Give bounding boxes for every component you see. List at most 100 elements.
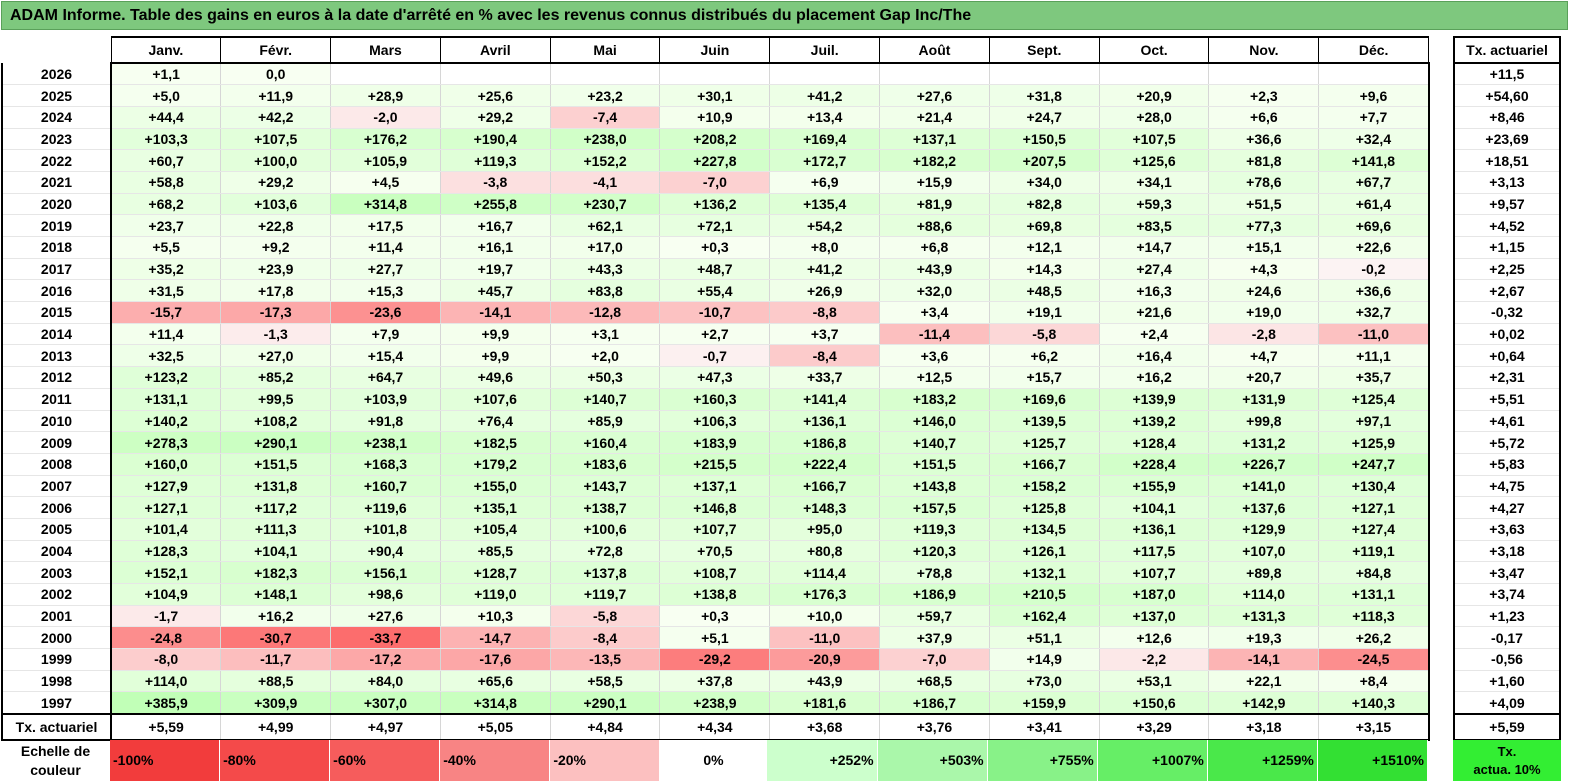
year-label: 2015 — [1, 301, 112, 324]
tx-actuariel-cell: +4,52 — [1453, 214, 1561, 237]
gain-cell: +43,3 — [549, 258, 661, 281]
gain-cell: +125,8 — [988, 496, 1100, 519]
gain-cell: +69,6 — [1318, 214, 1430, 237]
year-label: 2001 — [1, 605, 112, 628]
year-row: 2006 +127,1 +117,2 +119,6 +135,1 +138,7 +146,8… — [1, 496, 1430, 519]
gain-cell: +29,2 — [220, 171, 332, 194]
gain-cell: +107,7 — [659, 518, 771, 541]
gain-cell: +107,7 — [1098, 561, 1210, 584]
gain-cell: +19,7 — [439, 258, 551, 281]
gain-cell: +141,4 — [769, 388, 881, 411]
gain-cell: +59,3 — [1098, 193, 1210, 216]
gain-cell: +152,2 — [549, 149, 661, 172]
year-row: 2024 +44,4 +42,2 -2,0 +29,2 -7,4 +10,9 +13,4 +21… — [1, 106, 1430, 129]
gain-cell: +140,3 — [1318, 691, 1430, 715]
tx-actuariel-cell: +4,09 — [1453, 691, 1561, 715]
year-label: 2000 — [1, 626, 112, 650]
tx-actuariel-month-cell: +3,76 — [879, 712, 990, 741]
gain-cell: +20,9 — [1098, 84, 1210, 107]
gain-cell: +22,6 — [1318, 236, 1430, 259]
gain-cell: +157,5 — [879, 496, 990, 519]
color-scale-stop: 0% — [660, 740, 768, 781]
gain-cell: +27,0 — [220, 344, 332, 368]
gain-cell: +11,1 — [1318, 344, 1430, 368]
gain-cell: +15,9 — [879, 171, 990, 194]
year-label: 2009 — [1, 431, 112, 454]
gain-cell: -24,8 — [110, 626, 222, 650]
gain-cell: +36,6 — [1318, 279, 1430, 303]
gain-cell: -24,5 — [1318, 648, 1430, 671]
gain-cell: +309,9 — [220, 691, 332, 715]
gain-cell: +139,9 — [1098, 388, 1210, 411]
gain-cell: +182,2 — [879, 149, 990, 172]
gain-cell: +135,1 — [439, 496, 551, 519]
gain-cell: +32,7 — [1318, 301, 1430, 324]
gain-cell: +27,4 — [1098, 258, 1210, 281]
gain-cell: -8,4 — [549, 626, 661, 650]
gain-cell: +35,7 — [1318, 366, 1430, 389]
gain-cell: +100,0 — [220, 149, 332, 172]
gain-cell: +238,9 — [659, 691, 771, 715]
gain-cell: +34,1 — [1098, 171, 1210, 194]
year-row: 2022 +60,7 +100,0 +105,9 +119,3 +152,2 +227,8 +… — [1, 149, 1430, 172]
gain-cell: +166,7 — [988, 453, 1100, 476]
gain-cell: -23,6 — [330, 301, 441, 324]
gain-cell: +4,3 — [1208, 258, 1320, 281]
gain-cell: -1,3 — [220, 323, 332, 346]
gain-cell: +158,2 — [988, 475, 1100, 498]
year-label: 1997 — [1, 691, 112, 715]
gain-cell: +314,8 — [330, 193, 441, 216]
gain-cell: -11,4 — [879, 323, 990, 346]
year-row: 2016 +31,5 +17,8 +15,3 +45,7 +83,8 +55,4 +26,9 +… — [1, 279, 1430, 303]
gain-cell: +132,1 — [988, 561, 1100, 584]
gain-cell: +105,4 — [439, 518, 551, 541]
color-scale-label: Echelle de couleur — [1, 740, 110, 781]
color-scale-stop: +1007% — [1097, 740, 1208, 781]
gain-cell: +10,9 — [659, 106, 771, 129]
gain-cell: +45,7 — [439, 279, 551, 303]
gain-cell: +72,8 — [549, 540, 661, 563]
gain-cell — [549, 63, 661, 86]
gain-cell: +13,4 — [769, 106, 881, 129]
gain-cell: +54,2 — [769, 214, 881, 237]
gain-cell: +0,3 — [659, 236, 771, 259]
year-label: 1998 — [1, 670, 112, 693]
tx-actuariel-cell: +2,25 — [1453, 258, 1561, 281]
year-row: 2000 -24,8 -30,7 -33,7 -14,7 -8,4 +5,1 -11,0 +37… — [1, 626, 1430, 650]
gain-cell: +125,6 — [1098, 149, 1210, 172]
gain-cell: -14,1 — [439, 301, 551, 324]
year-label: 2011 — [1, 388, 112, 411]
year-label: 2018 — [1, 236, 112, 259]
tx-actuariel-month-cell: +4,34 — [659, 712, 771, 741]
gain-cell: +182,5 — [439, 431, 551, 454]
tx-actuariel-cell: +54,60 — [1453, 84, 1561, 107]
gain-cell: +139,5 — [988, 410, 1100, 433]
year-label: 2008 — [1, 453, 112, 476]
gain-cell: +101,8 — [330, 518, 441, 541]
gain-cell: +24,7 — [988, 106, 1100, 129]
tx-actuariel-cell: +3,13 — [1453, 171, 1561, 194]
gain-cell: +155,0 — [439, 475, 551, 498]
year-label: 2010 — [1, 410, 112, 433]
gain-cell: +107,0 — [1208, 540, 1320, 563]
gain-cell: +107,5 — [220, 128, 332, 151]
gain-cell: +82,8 — [988, 193, 1100, 216]
tx-actuariel-cell: +1,60 — [1453, 670, 1561, 693]
gain-cell: +101,4 — [110, 518, 222, 541]
gain-cell: +47,3 — [659, 366, 771, 389]
gain-cell: +43,9 — [879, 258, 990, 281]
gain-cell: +307,0 — [330, 691, 441, 715]
gain-cell: -0,7 — [659, 344, 771, 368]
year-label: 2005 — [1, 518, 112, 541]
gain-cell: +140,7 — [879, 431, 990, 454]
gain-cell: +131,3 — [1208, 605, 1320, 628]
gain-cell: +41,2 — [769, 84, 881, 107]
gain-cell: +5,5 — [110, 236, 222, 259]
gain-cell: +5,0 — [110, 84, 222, 107]
gain-cell: +104,1 — [220, 540, 332, 563]
tx-actuariel-cell: -0,32 — [1453, 301, 1561, 324]
gain-cell: +44,4 — [110, 106, 222, 129]
tx-actuariel-month-cell: +3,29 — [1098, 712, 1210, 741]
gain-cell: +14,9 — [988, 648, 1100, 671]
gain-cell: +15,4 — [330, 344, 441, 368]
